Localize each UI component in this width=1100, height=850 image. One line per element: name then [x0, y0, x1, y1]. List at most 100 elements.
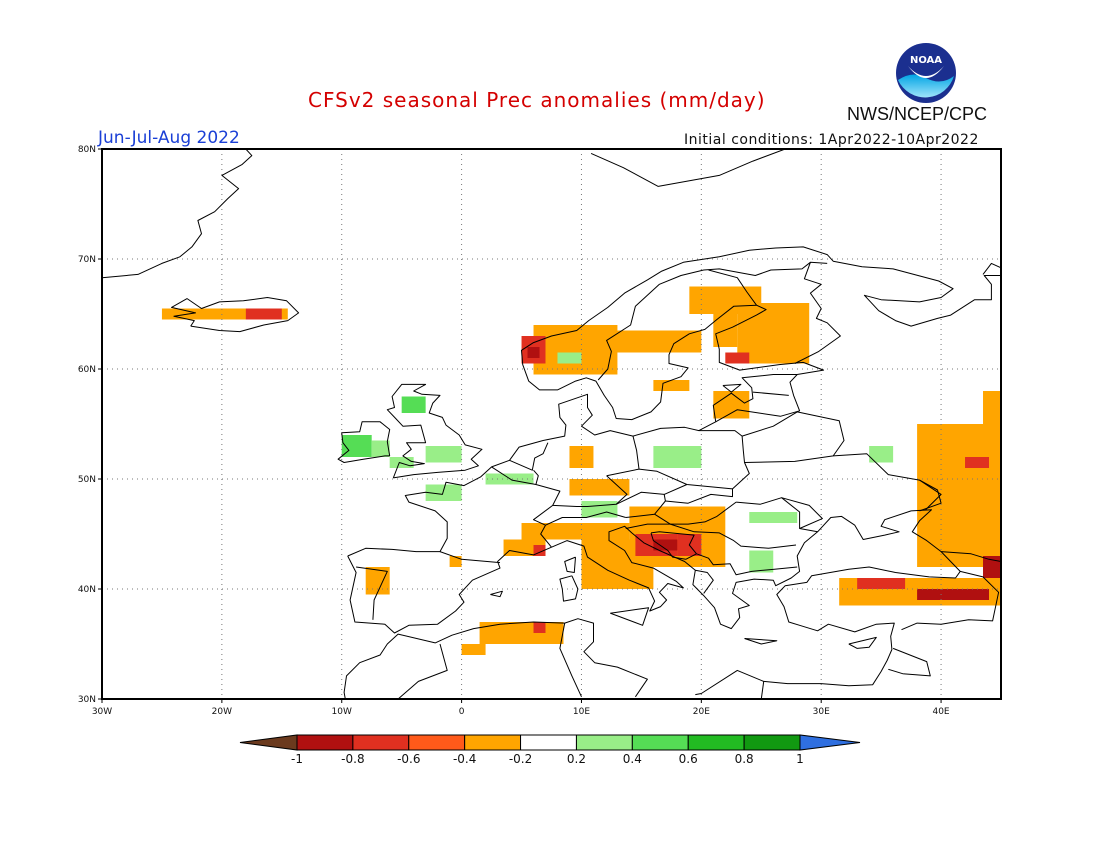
colorbar-label: -0.4 — [453, 752, 476, 766]
anomaly-spain-center — [449, 556, 462, 567]
axis-ticks: 30W 20W 10W 0 10E 20E 30E 40E 30N 40N 50N 60N 70N 80N — [78, 145, 950, 717]
anomaly-scotland-green — [401, 396, 426, 413]
lon-tick-label: 0 — [459, 707, 465, 717]
noaa-logo: NOAA — [896, 43, 956, 103]
anomaly-norway-deep — [527, 347, 540, 358]
anomaly-alps-green — [581, 501, 618, 518]
anomaly-caucasus-deep — [983, 556, 1001, 578]
lon-tick-label: 10E — [573, 707, 590, 717]
anomaly-layer — [161, 286, 1001, 655]
anomaly-sweden-south — [653, 380, 690, 391]
colorbar-label: -0.6 — [397, 752, 420, 766]
colorbar: -1 -0.8 -0.6 -0.4 -0.2 0.2 0.4 0.6 0.8 1 — [239, 734, 861, 766]
border-czech-slovakia — [664, 484, 688, 495]
coast-sardinia — [559, 575, 579, 602]
colorbar-label: -0.2 — [509, 752, 532, 766]
border-balkans-internal — [650, 531, 697, 560]
border-libya-egypt — [760, 681, 765, 699]
border-turkey-east — [901, 570, 1000, 631]
coast-novaya-zemlya — [982, 262, 1001, 275]
colorbar-label: 0.8 — [735, 752, 754, 766]
lat-tick-label: 40N — [78, 585, 96, 595]
anomaly-algeria-red — [533, 622, 546, 633]
colorbar-segment — [575, 734, 633, 751]
border-hungary-south — [654, 501, 737, 525]
colorbar-segment — [464, 734, 522, 751]
border-scandinavia — [597, 261, 828, 381]
anomaly-finland-red — [725, 352, 750, 364]
border-germany-west — [533, 469, 539, 485]
anomaly-bavaria — [569, 479, 630, 496]
border-finland-russia — [794, 262, 841, 364]
colorbar-low-arrow — [239, 734, 298, 751]
lat-tick-label: 60N — [78, 365, 96, 375]
anomaly-ireland-light — [371, 440, 390, 457]
anomaly-ireland-green — [341, 435, 372, 457]
border-baltics — [715, 374, 801, 423]
lon-tick-label: 10W — [332, 707, 352, 717]
border-north-africa-borders — [559, 623, 582, 698]
border-austria-east — [615, 491, 666, 518]
coast-atlantic-europe — [347, 246, 1001, 557]
coastlines — [102, 149, 1001, 699]
colorbar-segment — [520, 734, 577, 751]
colorbar-segment — [296, 734, 354, 751]
lat-tick-label: 80N — [78, 145, 96, 155]
lon-tick-label: 40E — [932, 707, 949, 717]
anomaly-poland-green — [653, 446, 702, 468]
colorbar-segment — [743, 734, 801, 751]
anomaly-baltic-patch — [713, 391, 750, 419]
coast-mallorca — [490, 590, 503, 598]
colorbar-label: 0.2 — [567, 752, 586, 766]
anomaly-romania-green — [749, 550, 774, 573]
colorbar-high-arrow — [799, 734, 861, 751]
lat-tick-label: 30N — [78, 695, 96, 705]
coast-greenland — [102, 149, 253, 279]
lon-tick-label: 20W — [212, 707, 232, 717]
anomaly-volga — [983, 391, 1001, 424]
coast-north-africa — [343, 618, 648, 699]
coast-svalbard — [590, 149, 786, 187]
border-poland-east — [698, 430, 750, 490]
coast-europe-mainland — [347, 509, 961, 696]
anomaly-germany-orange — [569, 446, 594, 468]
border-sweden-finland — [708, 269, 757, 306]
border-germany-south — [552, 475, 628, 507]
colorbar-segment — [687, 734, 745, 751]
coast-iceland — [171, 297, 300, 333]
border-portugal-spain — [356, 566, 388, 620]
coast-crete — [744, 638, 778, 645]
border-syria-south — [888, 647, 931, 677]
map-title: CFSv2 seasonal Prec anomalies (mm/day) — [308, 88, 766, 112]
border-slovakia-hungary — [665, 488, 733, 504]
initial-conditions-label: Initial conditions: 1Apr2022-10Apr2022 — [684, 132, 979, 148]
colorbar-segment — [352, 734, 410, 751]
map-frame — [101, 148, 1002, 700]
coast-cyprus — [848, 636, 877, 649]
anomaly-finland-east — [737, 303, 810, 364]
anomaly-anatolia-red — [857, 578, 906, 589]
lat-tick-label: 50N — [78, 475, 96, 485]
colorbar-label: -1 — [291, 752, 303, 766]
anomaly-norway-coast — [533, 325, 618, 375]
border-france-spain — [439, 551, 501, 564]
border-serbia-south — [696, 553, 798, 576]
coast-ireland — [337, 421, 391, 463]
border-estonia-latvia — [752, 391, 789, 396]
colorbar-segment — [408, 734, 466, 751]
colorbar-segment — [631, 734, 689, 751]
anomaly-channel-green — [389, 457, 414, 468]
coast-great-britain — [386, 383, 483, 479]
noaa-logo-text: NOAA — [910, 55, 942, 66]
season-label: Jun-Jul-Aug 2022 — [98, 128, 240, 148]
anomaly-sweden-band — [611, 330, 702, 353]
coast-corsica — [564, 556, 576, 573]
anomaly-iceland-core — [245, 308, 282, 320]
anomaly-tunisia — [461, 644, 486, 655]
coast-baltic-islands — [722, 383, 742, 393]
border-albania-greece — [695, 569, 714, 594]
colorbar-label: 1 — [796, 752, 804, 766]
border-germany-east — [606, 435, 640, 477]
anomaly-france-south-red — [533, 545, 546, 556]
